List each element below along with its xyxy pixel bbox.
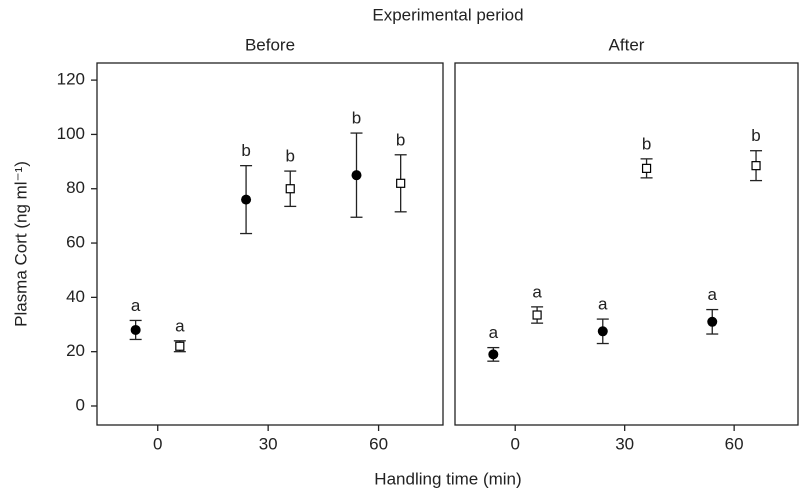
point: [351, 170, 362, 181]
figure-title: Experimental period: [372, 5, 523, 24]
group-label: a: [131, 296, 141, 315]
point: [241, 194, 252, 205]
panel-title: Before: [245, 35, 295, 54]
point: [130, 324, 141, 335]
group-label: b: [396, 130, 405, 149]
point: [175, 341, 185, 351]
point: [488, 349, 499, 360]
x-axis-label: Handling time (min): [374, 469, 521, 488]
point: [707, 316, 718, 327]
x-tick-label: 30: [259, 434, 278, 453]
panel-frame: [96, 62, 444, 426]
point: [285, 184, 295, 194]
point: [597, 326, 608, 337]
y-tick-label: 100: [57, 124, 85, 143]
group-label: a: [175, 316, 185, 335]
group-label: a: [489, 323, 499, 342]
x-tick-label: 60: [369, 434, 388, 453]
group-label: b: [352, 109, 361, 128]
point: [751, 161, 761, 171]
point: [396, 178, 406, 188]
group-label: a: [598, 295, 608, 314]
y-tick-label: 40: [66, 287, 85, 306]
group-label: b: [241, 141, 250, 160]
y-tick-label: 20: [66, 341, 85, 360]
group-label: a: [532, 282, 542, 301]
x-tick-label: 0: [153, 434, 162, 453]
panel-frame: [454, 62, 799, 426]
x-tick-label: 0: [510, 434, 519, 453]
point: [641, 163, 652, 173]
point: [532, 310, 542, 320]
x-tick-label: 60: [725, 434, 744, 453]
panel-title: After: [609, 35, 645, 54]
y-axis-label: Plasma Cort (ng ml⁻¹): [11, 161, 30, 327]
group-label: a: [708, 285, 718, 304]
y-tick-label: 120: [57, 70, 85, 89]
group-label: b: [751, 126, 760, 145]
y-tick-label: 80: [66, 178, 85, 197]
y-tick-label: 0: [76, 395, 85, 414]
group-label: b: [642, 134, 651, 153]
x-tick-label: 30: [615, 434, 634, 453]
group-label: b: [286, 147, 295, 166]
y-tick-label: 60: [66, 233, 85, 252]
